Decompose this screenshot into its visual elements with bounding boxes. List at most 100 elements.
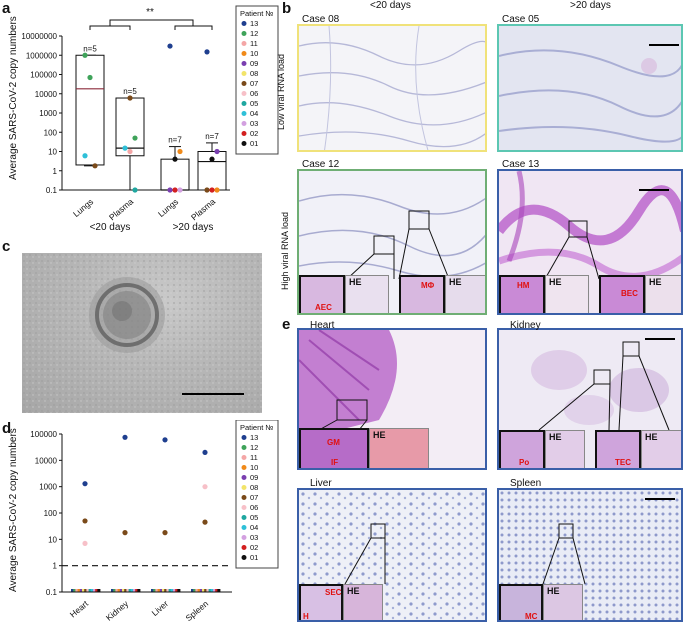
- baseline-marker: [93, 589, 96, 592]
- panel-label-c: c: [2, 238, 11, 255]
- he-inset: HE: [543, 584, 583, 620]
- he-label: HE: [549, 277, 562, 287]
- x-tick-label: Lungs: [156, 196, 180, 219]
- baseline-marker: [124, 589, 128, 592]
- x-tick-label: Plasma: [107, 196, 135, 222]
- legend-marker: [241, 445, 247, 450]
- legend-marker: [241, 485, 247, 490]
- arrow-label-mphi: MΦ: [421, 281, 435, 290]
- he-label: HE: [349, 277, 362, 287]
- alveolar-tissue-dense: [499, 26, 681, 150]
- he-inset: HE: [345, 275, 389, 313]
- legend-box: [235, 420, 279, 569]
- organ-label-spleen: Spleen: [510, 478, 542, 489]
- legend-marker: [241, 495, 247, 500]
- arrow-label-gm: GM: [327, 438, 340, 447]
- case-05-image: [497, 24, 683, 152]
- data-point: [167, 187, 173, 193]
- baseline-marker: [157, 589, 161, 592]
- baseline-marker: [95, 589, 99, 592]
- baseline-marker: [199, 589, 203, 592]
- scale-bar: [645, 498, 675, 500]
- legend-entry: 07: [250, 79, 258, 88]
- data-point: [172, 156, 178, 162]
- baseline-marker: [111, 589, 114, 592]
- organ-viral-load-scatter: 0.1 1 10 100 1000 10000 100000 Average SARS-CoV…: [8, 420, 279, 623]
- y-tick-label: 100: [44, 509, 58, 518]
- legend-entry: 05: [250, 99, 258, 108]
- liver-image: SEC H HE: [297, 488, 487, 622]
- data-point: [82, 481, 88, 487]
- y-tick-label: 1000000: [26, 51, 58, 60]
- box: [75, 54, 105, 166]
- baseline-marker: [191, 589, 194, 592]
- legend-entry: 13: [250, 433, 258, 442]
- case-13-image: HM HE BEC HE: [497, 169, 683, 315]
- he-label: HE: [549, 432, 562, 442]
- he-inset: HE: [369, 428, 429, 468]
- legend-marker: [241, 61, 247, 66]
- case-label-05: Case 05: [502, 14, 540, 25]
- baseline-marker: [173, 589, 176, 592]
- baseline-marker: [84, 589, 88, 592]
- legend-marker: [241, 555, 247, 560]
- y-tick-label: 10: [48, 535, 57, 544]
- row-label-low: Low viral RNA load: [276, 53, 286, 130]
- data-point: [132, 135, 138, 141]
- legend-marker: [241, 475, 247, 480]
- legend-entry: 13: [250, 19, 258, 28]
- legend-marker: [241, 545, 247, 550]
- he-label: HE: [645, 432, 658, 442]
- legend-entry: 10: [250, 49, 258, 58]
- panel-label-b: b: [282, 0, 292, 17]
- legend-marker: [241, 141, 247, 146]
- inset-spleen: MC: [499, 584, 543, 620]
- inset-tec: TEC: [595, 430, 641, 468]
- legend-marker: [241, 71, 247, 76]
- data-point: [82, 540, 88, 547]
- baseline-marker: [133, 589, 136, 592]
- legend-entry: 12: [250, 443, 258, 452]
- legend-entry: 06: [250, 503, 258, 512]
- legend-marker: [241, 51, 247, 56]
- data-point: [132, 187, 138, 193]
- baseline-marker: [151, 589, 154, 592]
- legend-marker: [241, 41, 247, 46]
- data-point: [122, 145, 128, 151]
- baseline-marker: [113, 589, 117, 592]
- baseline-marker: [97, 589, 101, 592]
- box: [115, 97, 145, 157]
- data-point: [209, 156, 215, 162]
- he-inset: HE: [645, 275, 681, 313]
- legend-marker: [241, 455, 247, 460]
- y-axis-label: Average SARS-CoV-2 copy numbers: [8, 16, 19, 180]
- inset-hm: HM: [499, 275, 545, 313]
- data-point: [214, 148, 220, 155]
- legend-entry: 05: [250, 513, 258, 522]
- baseline-marker: [217, 589, 221, 592]
- data-point: [202, 519, 208, 525]
- legend-entry: 02: [250, 129, 258, 138]
- legend-marker: [241, 515, 247, 520]
- legend-marker: [241, 111, 247, 116]
- legend-entry: 06: [250, 89, 258, 98]
- legend-marker: [241, 435, 247, 440]
- baseline-marker: [77, 589, 81, 592]
- data-point: [204, 49, 210, 55]
- legend-marker: [241, 525, 247, 530]
- heart-tissue: [299, 330, 397, 440]
- legend-box: [235, 5, 279, 155]
- he-label: HE: [449, 277, 462, 287]
- x-tick-label: Heart: [68, 598, 91, 619]
- baseline-marker: [168, 589, 172, 592]
- liver-tissue: [299, 490, 485, 620]
- legend-entry: 04: [250, 109, 258, 118]
- arrow-label-aec: AEC: [315, 303, 332, 312]
- y-tick-label: 0.1: [46, 186, 58, 195]
- box: [197, 151, 227, 191]
- data-point: [122, 434, 128, 440]
- baseline-marker: [135, 589, 139, 592]
- legend-entry: 01: [250, 553, 258, 562]
- data-point: [214, 187, 220, 193]
- y-tick-label: 100: [44, 128, 58, 137]
